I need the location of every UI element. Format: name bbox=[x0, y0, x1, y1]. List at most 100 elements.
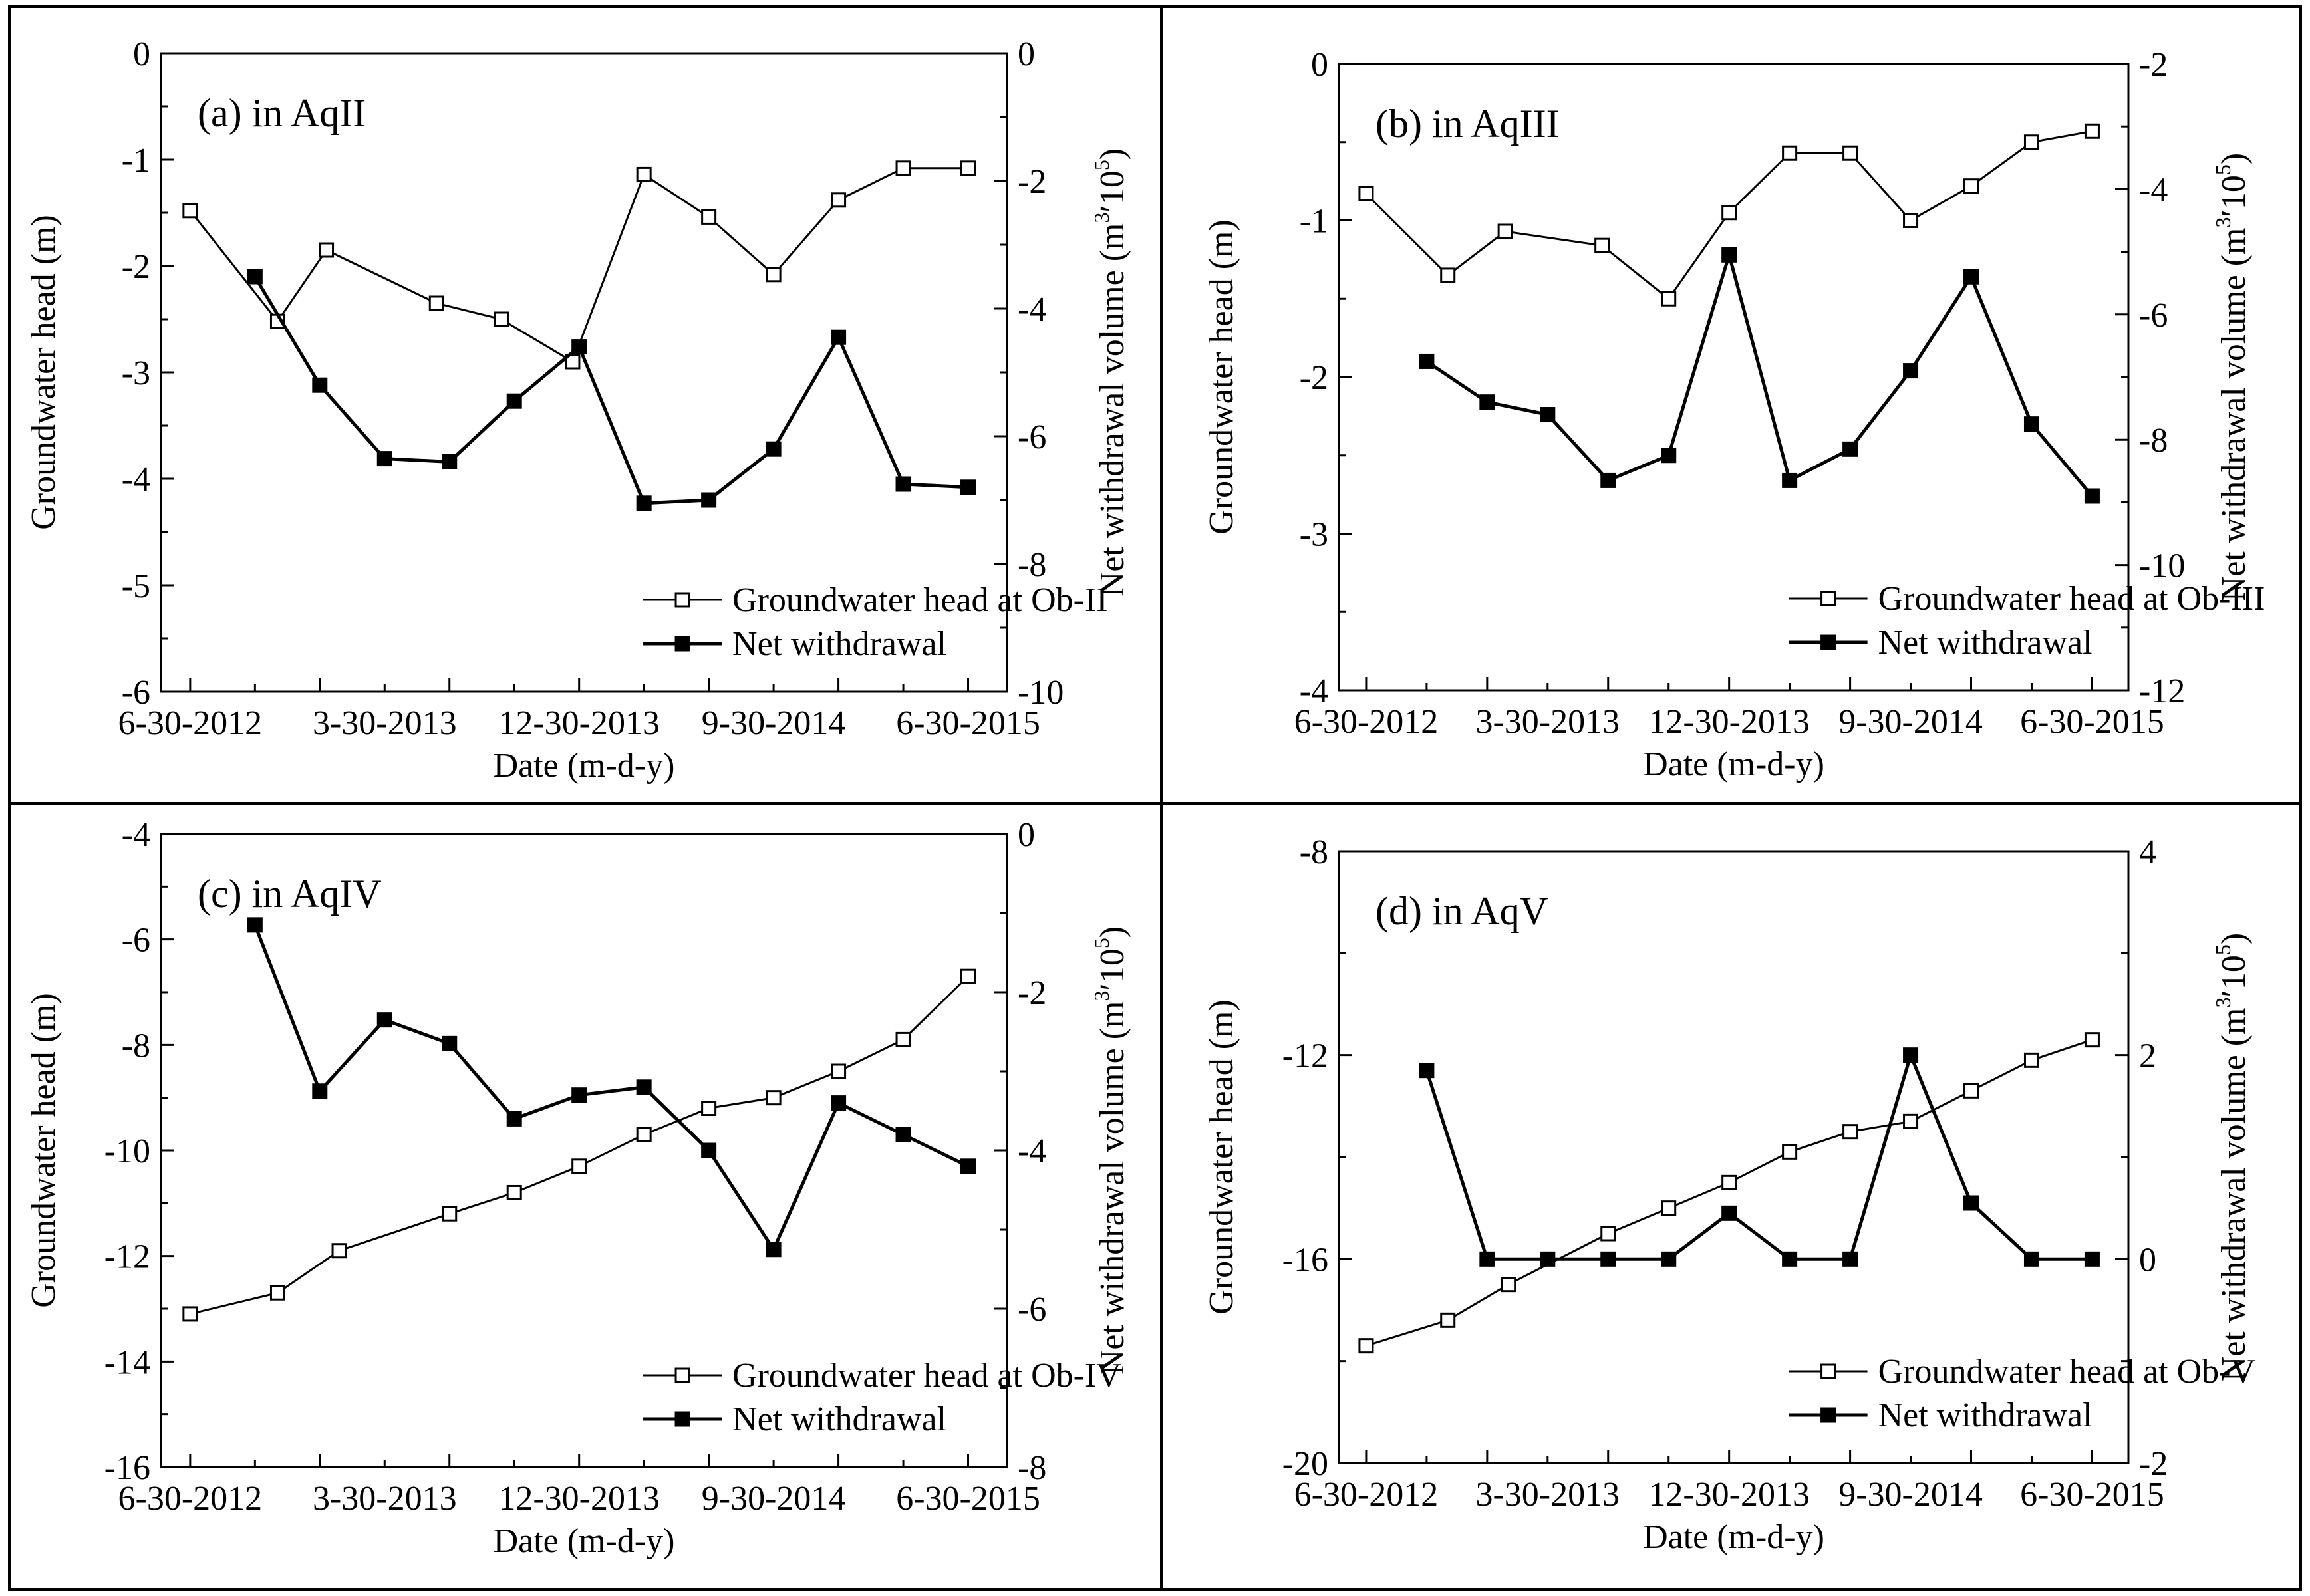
x-tick-label: 9-30-2014 bbox=[702, 704, 846, 742]
y-right-axis-title: Net withdrawal volume (m3′105) bbox=[1089, 926, 1131, 1375]
head-point bbox=[1842, 1124, 1858, 1140]
y-right-title-part: ′ bbox=[1093, 205, 1131, 212]
y-right-tick-label: -4 bbox=[1018, 1132, 1046, 1170]
y-left-tick-label: -1 bbox=[122, 142, 150, 180]
y-right-title-part: ) bbox=[2215, 933, 2253, 944]
y-right-title-part: Net withdrawal volume (m bbox=[2215, 227, 2253, 601]
x-tick-label: 9-30-2014 bbox=[1838, 1476, 1983, 1514]
withdrawal-point bbox=[1479, 1251, 1495, 1267]
y-right-title-part: ′ bbox=[2215, 990, 2253, 997]
legend-marker bbox=[674, 1411, 690, 1427]
head-point bbox=[1782, 145, 1798, 161]
x-tick-label: 6-30-2012 bbox=[1294, 703, 1439, 741]
legend-marker bbox=[1820, 1407, 1836, 1423]
x-axis-title: Date (m-d-y) bbox=[1643, 745, 1824, 783]
legend-entry: Net withdrawal bbox=[732, 1400, 946, 1438]
legend-entry: Groundwater head at Ob-V bbox=[1878, 1353, 2255, 1391]
head-point bbox=[636, 166, 652, 182]
y-right-axis-title: Net withdrawal volume (m3′105) bbox=[2211, 153, 2253, 601]
legend-marker bbox=[674, 1367, 690, 1383]
y-left-tick-label: 0 bbox=[1311, 46, 1328, 84]
withdrawal-point bbox=[1661, 1251, 1677, 1267]
withdrawal-line-c bbox=[253, 924, 969, 1254]
head-point bbox=[1963, 1083, 1979, 1099]
head-point bbox=[2084, 123, 2100, 139]
y-right-tick-label: -2 bbox=[1018, 163, 1046, 201]
x-axis-title: Date (m-d-y) bbox=[494, 747, 675, 785]
x-tick-label: 12-30-2013 bbox=[1648, 703, 1810, 741]
head-point bbox=[1497, 223, 1513, 239]
x-tick-label: 6-30-2015 bbox=[2020, 1476, 2164, 1514]
withdrawal-line-d bbox=[1425, 1050, 2093, 1261]
withdrawal-point bbox=[1661, 448, 1677, 464]
y-left-tick-label: -4 bbox=[122, 816, 150, 854]
head-line-d bbox=[1366, 1039, 2093, 1347]
y-left-tick-label: -6 bbox=[122, 922, 150, 960]
withdrawal-line-b bbox=[1425, 249, 2094, 497]
legend-marker bbox=[1820, 591, 1836, 606]
y-right-tick-label: 0 bbox=[1018, 35, 1035, 73]
head-point bbox=[1661, 291, 1677, 307]
head-point bbox=[1903, 213, 1919, 228]
withdrawal-point bbox=[247, 917, 263, 933]
legend-entry: Net withdrawal bbox=[1878, 624, 2093, 662]
withdrawal-point bbox=[701, 492, 717, 508]
withdrawal-point bbox=[766, 441, 782, 457]
head-point bbox=[766, 1090, 782, 1106]
head-point bbox=[2023, 1052, 2039, 1068]
y-right-tick-label: 0 bbox=[2139, 1241, 2156, 1279]
withdrawal-point bbox=[1903, 363, 1919, 379]
y-right-title-part: ) bbox=[1093, 926, 1131, 938]
head-point bbox=[831, 1063, 847, 1079]
y-right-title-part: Net withdrawal volume (m bbox=[1093, 223, 1131, 597]
head-point bbox=[565, 354, 581, 370]
withdrawal-point bbox=[895, 1127, 911, 1142]
y-left-tick-label: -5 bbox=[122, 567, 150, 605]
y-right-tick-label: -6 bbox=[1018, 418, 1046, 456]
withdrawal-point bbox=[895, 476, 911, 492]
panel-c: 6-30-2012 3-30-2013 12-30-2013 9-30-2014 6-3… bbox=[25, 816, 1131, 1560]
withdrawal-point bbox=[312, 377, 328, 393]
head-point bbox=[1721, 1174, 1737, 1190]
head-point bbox=[1903, 1113, 1919, 1129]
head-point bbox=[1661, 1200, 1677, 1216]
withdrawal-point bbox=[960, 479, 976, 495]
withdrawal-point bbox=[2023, 416, 2039, 432]
x-tick-label: 3-30-2013 bbox=[313, 704, 457, 742]
x-tick-label: 3-30-2013 bbox=[1475, 1476, 1620, 1514]
y-right-title-part: Net withdrawal volume (m bbox=[1093, 1001, 1131, 1375]
y-left-tick-label: -12 bbox=[104, 1238, 150, 1276]
head-point bbox=[2023, 134, 2039, 150]
withdrawal-point bbox=[1963, 269, 1979, 285]
y-right-title-part: 5 bbox=[2211, 944, 2235, 955]
head-point bbox=[269, 1285, 285, 1301]
withdrawal-point bbox=[1842, 1251, 1858, 1267]
withdrawal-point bbox=[831, 329, 847, 345]
y-left-tick-label: -14 bbox=[104, 1343, 150, 1381]
head-point bbox=[1501, 1277, 1516, 1293]
head-point bbox=[1594, 237, 1610, 253]
head-point bbox=[1963, 178, 1979, 194]
y-right-tick-label: -4 bbox=[1018, 291, 1046, 329]
head-point bbox=[1782, 1144, 1798, 1160]
y-right-title-part: 5 bbox=[2211, 164, 2235, 175]
legend-entry: Groundwater head at Ob-III bbox=[1878, 580, 2265, 618]
head-point bbox=[1721, 205, 1737, 221]
legend-entry: Groundwater head at Ob-IV bbox=[732, 1357, 1121, 1395]
withdrawal-point bbox=[1842, 441, 1858, 457]
y-right-title-part: 3 bbox=[2211, 217, 2235, 227]
y-left-axis-title: Groundwater head (m) bbox=[25, 215, 63, 530]
y-left-axis-title: Groundwater head (m) bbox=[1203, 999, 1240, 1315]
y-right-axis-title: Net withdrawal volume (m3′105) bbox=[1089, 148, 1131, 597]
withdrawal-point bbox=[766, 1242, 782, 1258]
withdrawal-point bbox=[831, 1095, 847, 1111]
withdrawal-point bbox=[2084, 1251, 2100, 1267]
y-right-tick-label: -12 bbox=[2139, 672, 2185, 710]
y-left-tick-label: -2 bbox=[122, 248, 150, 286]
legend-entry: Groundwater head at Ob-II bbox=[732, 581, 1108, 619]
y-left-tick-label: -16 bbox=[104, 1449, 150, 1487]
head-point bbox=[831, 192, 847, 208]
y-right-title-part: 10 bbox=[2215, 955, 2253, 990]
